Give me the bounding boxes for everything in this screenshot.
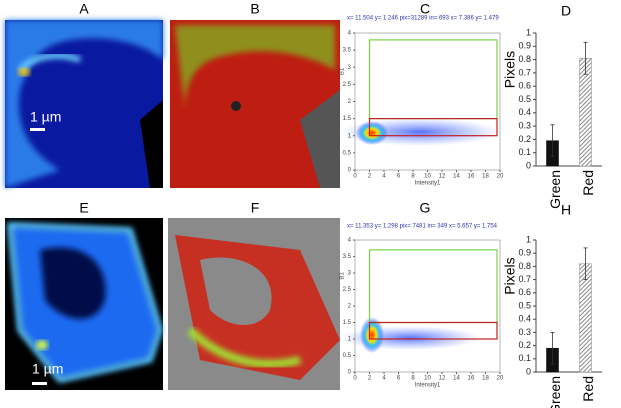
x-axis-label: Intensity1 [415,383,441,389]
x-tick-label: 2 [368,376,372,382]
panel-label: F [251,200,260,216]
micrograph-f [168,218,340,390]
x-tick-label: 0 [353,174,357,180]
y-tick-label: 2.5 [343,82,352,88]
y-tick-label: 0.9 [518,41,531,51]
scale-bar-label: 1 µm [30,109,61,125]
y-axis-label: B1 [340,67,346,75]
x-tick-label: 4 [382,174,386,180]
plot-header: x= 11.504 y= 1.246 pix=31289 in= 693 x= … [347,16,499,22]
plot-frame [354,32,501,171]
error-bar [583,247,588,281]
micrograph-e [5,218,163,390]
x-tick-label: 14 [453,174,460,180]
x-tick-label: 8 [411,174,415,180]
y-tick-label: 0 [348,370,352,376]
y-tick-label: 0.8 [518,261,531,271]
x-tick-label: 6 [397,174,401,180]
y-tick-label: 1.5 [343,320,352,326]
x-tick-label: 14 [453,376,460,382]
y-tick-label: 0.9 [518,248,531,258]
x-tick-label: Green [547,170,563,209]
y-tick-label: 1 [526,27,531,37]
y-tick-label: 0.1 [518,147,531,157]
y-tick-label: 0.3 [518,120,531,130]
y-tick-label: 0.8 [518,54,531,64]
panel-label: A [79,1,89,17]
y-tick-label: 2.5 [343,287,352,293]
y-tick-label: 1 [348,337,352,343]
x-tick-label: 10 [424,376,431,382]
y-tick-label: 0.5 [518,300,531,310]
y-tick-label: 4 [348,31,352,37]
x-tick-label: Red [580,170,596,196]
plot-header: x= 11.353 y= 1.298 pix= 7481 in= 349 x= … [347,224,498,230]
density-g [340,249,498,353]
error-bar [583,41,588,75]
y-tick-label: 1.5 [343,116,352,122]
plot-frame [354,239,501,373]
y-tick-label: 0.2 [518,340,531,350]
x-tick-label: 16 [468,174,475,180]
x-tick-label: Red [580,376,596,402]
x-tick-label: 18 [482,174,489,180]
y-tick-label: 0.7 [518,67,531,77]
panel-label: B [250,1,259,17]
y-tick-label: 3 [348,65,352,71]
y-tick-label: 0 [348,168,352,174]
y-tick-label: 0.7 [518,274,531,284]
y-tick-label: 0 [526,160,531,170]
y-tick-label: 0.4 [518,314,531,324]
y-axis-label: Pixels [502,257,518,294]
error-bar [550,331,555,365]
panel-label: E [79,200,88,216]
x-tick-label: 16 [468,376,475,382]
x-tick-label: Green [547,376,563,408]
y-tick-label: 0.2 [518,134,531,144]
y-tick-label: 0.6 [518,287,531,297]
y-tick-label: 1 [348,133,352,139]
y-tick-label: 0 [526,366,531,376]
x-tick-label: 10 [424,174,431,180]
y-tick-label: 0.1 [518,353,531,363]
x-tick-label: 0 [353,376,357,382]
y-tick-label: 0.5 [343,353,352,359]
x-tick-label: 4 [382,376,386,382]
density-c [340,39,500,146]
y-axis-label: Pixels [502,51,518,88]
y-tick-label: 0.6 [518,81,531,91]
micrograph-a [5,20,163,188]
y-tick-label: 3.5 [343,254,352,260]
y-tick-label: 0.4 [518,107,531,117]
y-tick-label: 0.5 [343,150,352,156]
y-tick-label: 3.5 [343,48,352,54]
x-tick-label: 20 [497,376,504,382]
x-tick-label: 8 [411,376,415,382]
panel-label: H [561,202,571,218]
panel-label: D [561,3,571,19]
y-tick-label: 3 [348,271,352,277]
x-tick-label: 2 [368,174,372,180]
scale-bar-label: 1 µm [32,361,63,377]
x-tick-label: 12 [439,376,446,382]
x-tick-label: 18 [482,376,489,382]
y-tick-label: 0.3 [518,327,531,337]
error-bar [550,124,555,158]
panel-label: C [420,1,430,17]
x-tick-label: 12 [439,174,446,180]
y-tick-label: 2 [348,304,352,310]
micrograph-b [170,20,340,188]
y-axis-label: B1 [340,272,346,280]
x-axis-label: Intensity1 [415,181,441,187]
x-tick-label: 6 [397,376,401,382]
x-tick-label: 20 [497,174,504,180]
panel-label: G [420,200,431,216]
y-tick-label: 2 [348,99,352,105]
y-tick-label: 4 [348,238,352,244]
y-tick-label: 0.5 [518,94,531,104]
y-tick-label: 1 [526,234,531,244]
